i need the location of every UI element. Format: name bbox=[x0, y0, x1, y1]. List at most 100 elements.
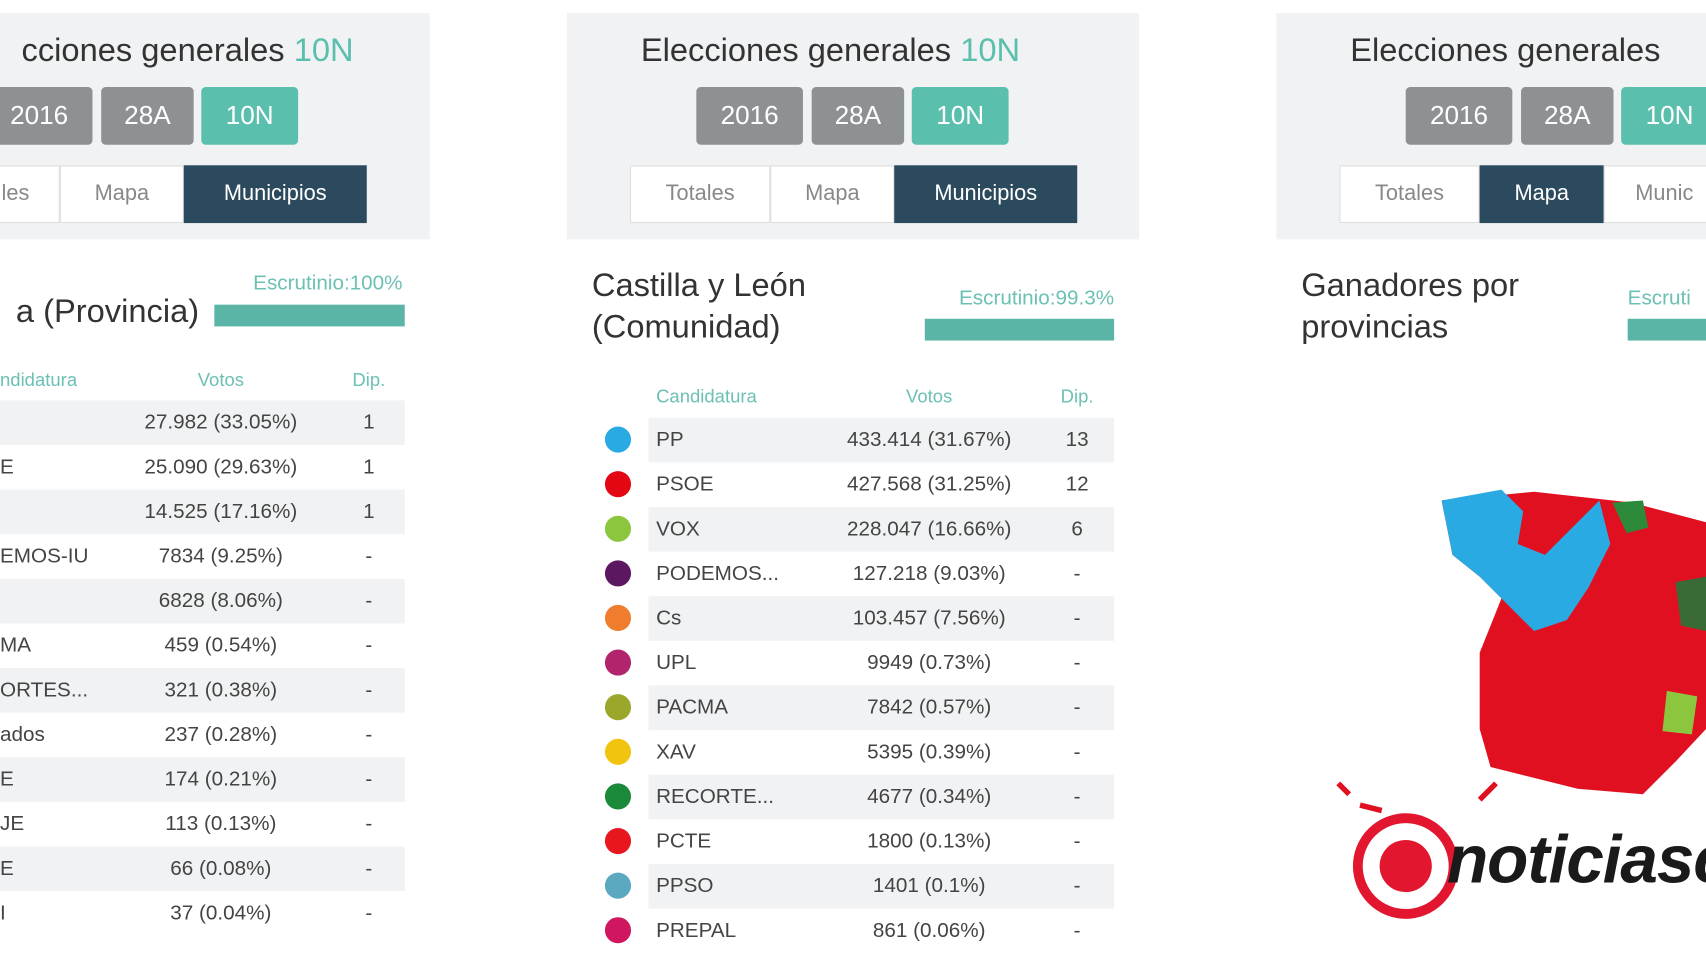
view-tab[interactable]: Mapa bbox=[59, 165, 184, 224]
logo-icon bbox=[1352, 813, 1458, 919]
votes: 1401 (0.1%) bbox=[872, 874, 986, 898]
party-name: PCTE bbox=[656, 830, 712, 853]
party-name: E bbox=[0, 768, 14, 791]
party-color bbox=[604, 827, 632, 855]
votes: 113 (0.13%) bbox=[165, 812, 277, 836]
votes: 861 (0.06%) bbox=[872, 919, 986, 943]
title-text: cciones generales bbox=[21, 32, 285, 69]
seats: 12 bbox=[1065, 473, 1089, 497]
votes: 66 (0.08%) bbox=[170, 857, 272, 881]
seats: 6 bbox=[1071, 517, 1083, 541]
votes: 237 (0.28%) bbox=[164, 723, 278, 747]
votes: 459 (0.54%) bbox=[164, 634, 278, 658]
election-button[interactable]: 2016 bbox=[1405, 87, 1513, 145]
row-background bbox=[648, 417, 1115, 463]
column-header: Dip. bbox=[1060, 386, 1094, 407]
view-tab[interactable]: Munic bbox=[1603, 165, 1706, 224]
view-tab[interactable]: Mapa bbox=[1479, 165, 1604, 224]
party-name: VOX bbox=[656, 517, 700, 541]
votes: 37 (0.04%) bbox=[170, 901, 272, 925]
party-color bbox=[604, 649, 632, 676]
party-color bbox=[604, 783, 632, 810]
votes: 5395 (0.39%) bbox=[867, 740, 992, 764]
view-tab[interactable]: les bbox=[0, 165, 60, 224]
election-button[interactable]: 10N bbox=[1621, 87, 1706, 145]
seats: - bbox=[1073, 874, 1081, 898]
party-color bbox=[604, 426, 632, 453]
party-color bbox=[604, 738, 632, 765]
title: Elecciones generales bbox=[1350, 33, 1660, 70]
view-tab[interactable]: Totales bbox=[1339, 165, 1480, 224]
votes: 6828 (8.06%) bbox=[158, 589, 283, 613]
party-color bbox=[604, 694, 632, 721]
party-name: XAV bbox=[656, 740, 696, 764]
row-background bbox=[0, 757, 405, 802]
title-accent: 10N bbox=[960, 32, 1021, 69]
party-name: RECORTE... bbox=[656, 785, 775, 809]
column-header: Votos bbox=[197, 369, 245, 391]
view-tab[interactable]: Municipios bbox=[894, 165, 1078, 224]
votes: 433.414 (31.67%) bbox=[846, 428, 1012, 452]
election-button[interactable]: 28A bbox=[101, 87, 194, 145]
votes: 4677 (0.34%) bbox=[867, 785, 992, 809]
party-name: ados bbox=[0, 723, 45, 747]
election-button[interactable]: 2016 bbox=[696, 87, 803, 145]
seats: - bbox=[1073, 785, 1081, 809]
party-color bbox=[604, 872, 632, 899]
row-background bbox=[648, 507, 1115, 552]
scrutiny: Escrutinio:99.3% bbox=[958, 287, 1115, 311]
map-region bbox=[1662, 690, 1698, 735]
votes: 7842 (0.57%) bbox=[867, 696, 992, 720]
seats: - bbox=[365, 812, 373, 836]
party-name: PACMA bbox=[656, 696, 729, 720]
title-accent: 10N bbox=[293, 32, 354, 69]
votes: 1800 (0.13%) bbox=[867, 830, 992, 853]
election-button[interactable]: 10N bbox=[201, 87, 299, 145]
row-background bbox=[0, 846, 405, 892]
party-name: JE bbox=[0, 812, 25, 836]
party-name: PPSO bbox=[656, 874, 714, 898]
party-color bbox=[604, 917, 632, 944]
election-button[interactable]: 10N bbox=[911, 87, 1009, 145]
seats: 13 bbox=[1065, 428, 1089, 452]
map bbox=[1336, 489, 1706, 814]
map-region bbox=[1675, 576, 1706, 632]
seats: - bbox=[365, 857, 373, 881]
view-tab[interactable]: Totales bbox=[629, 165, 771, 224]
seats: - bbox=[365, 723, 373, 747]
votes: 14.525 (17.16%) bbox=[144, 500, 298, 524]
party-color bbox=[604, 560, 632, 587]
votes: 25.090 (29.63%) bbox=[144, 455, 298, 479]
election-button[interactable]: 28A bbox=[1521, 87, 1614, 145]
votes: 27.982 (33.05%) bbox=[144, 411, 298, 435]
party-name: PP bbox=[656, 428, 684, 452]
seats: - bbox=[365, 589, 373, 613]
party-color bbox=[604, 604, 632, 632]
election-button[interactable]: 28A bbox=[811, 87, 905, 145]
row-background bbox=[648, 774, 1115, 820]
votes: 228.047 (16.66%) bbox=[846, 517, 1012, 541]
view-tab[interactable]: Municipios bbox=[183, 165, 367, 224]
seats: - bbox=[1073, 830, 1081, 853]
logo-ring bbox=[1352, 813, 1458, 919]
election-button[interactable]: 2016 bbox=[0, 87, 93, 145]
party-name: Cs bbox=[656, 607, 682, 630]
view-tab[interactable]: Mapa bbox=[770, 165, 895, 224]
seats: - bbox=[365, 678, 373, 702]
subtitle: Castilla y León bbox=[591, 267, 806, 304]
seats: 1 bbox=[363, 455, 375, 479]
votes: 427.568 (31.25%) bbox=[846, 473, 1012, 497]
column-header: Dip. bbox=[352, 369, 386, 391]
subtitle: a (Provincia) bbox=[15, 293, 200, 330]
row-background bbox=[648, 596, 1115, 641]
party-name: MA bbox=[0, 634, 32, 658]
seats: - bbox=[1073, 651, 1081, 675]
scrutiny: Escruti bbox=[1627, 287, 1691, 311]
party-name: PSOE bbox=[656, 473, 714, 497]
votes: 9949 (0.73%) bbox=[867, 651, 992, 675]
title: cciones generales 10N bbox=[22, 33, 354, 70]
party-name: I bbox=[0, 901, 6, 925]
title: Elecciones generales 10N bbox=[641, 33, 1020, 70]
